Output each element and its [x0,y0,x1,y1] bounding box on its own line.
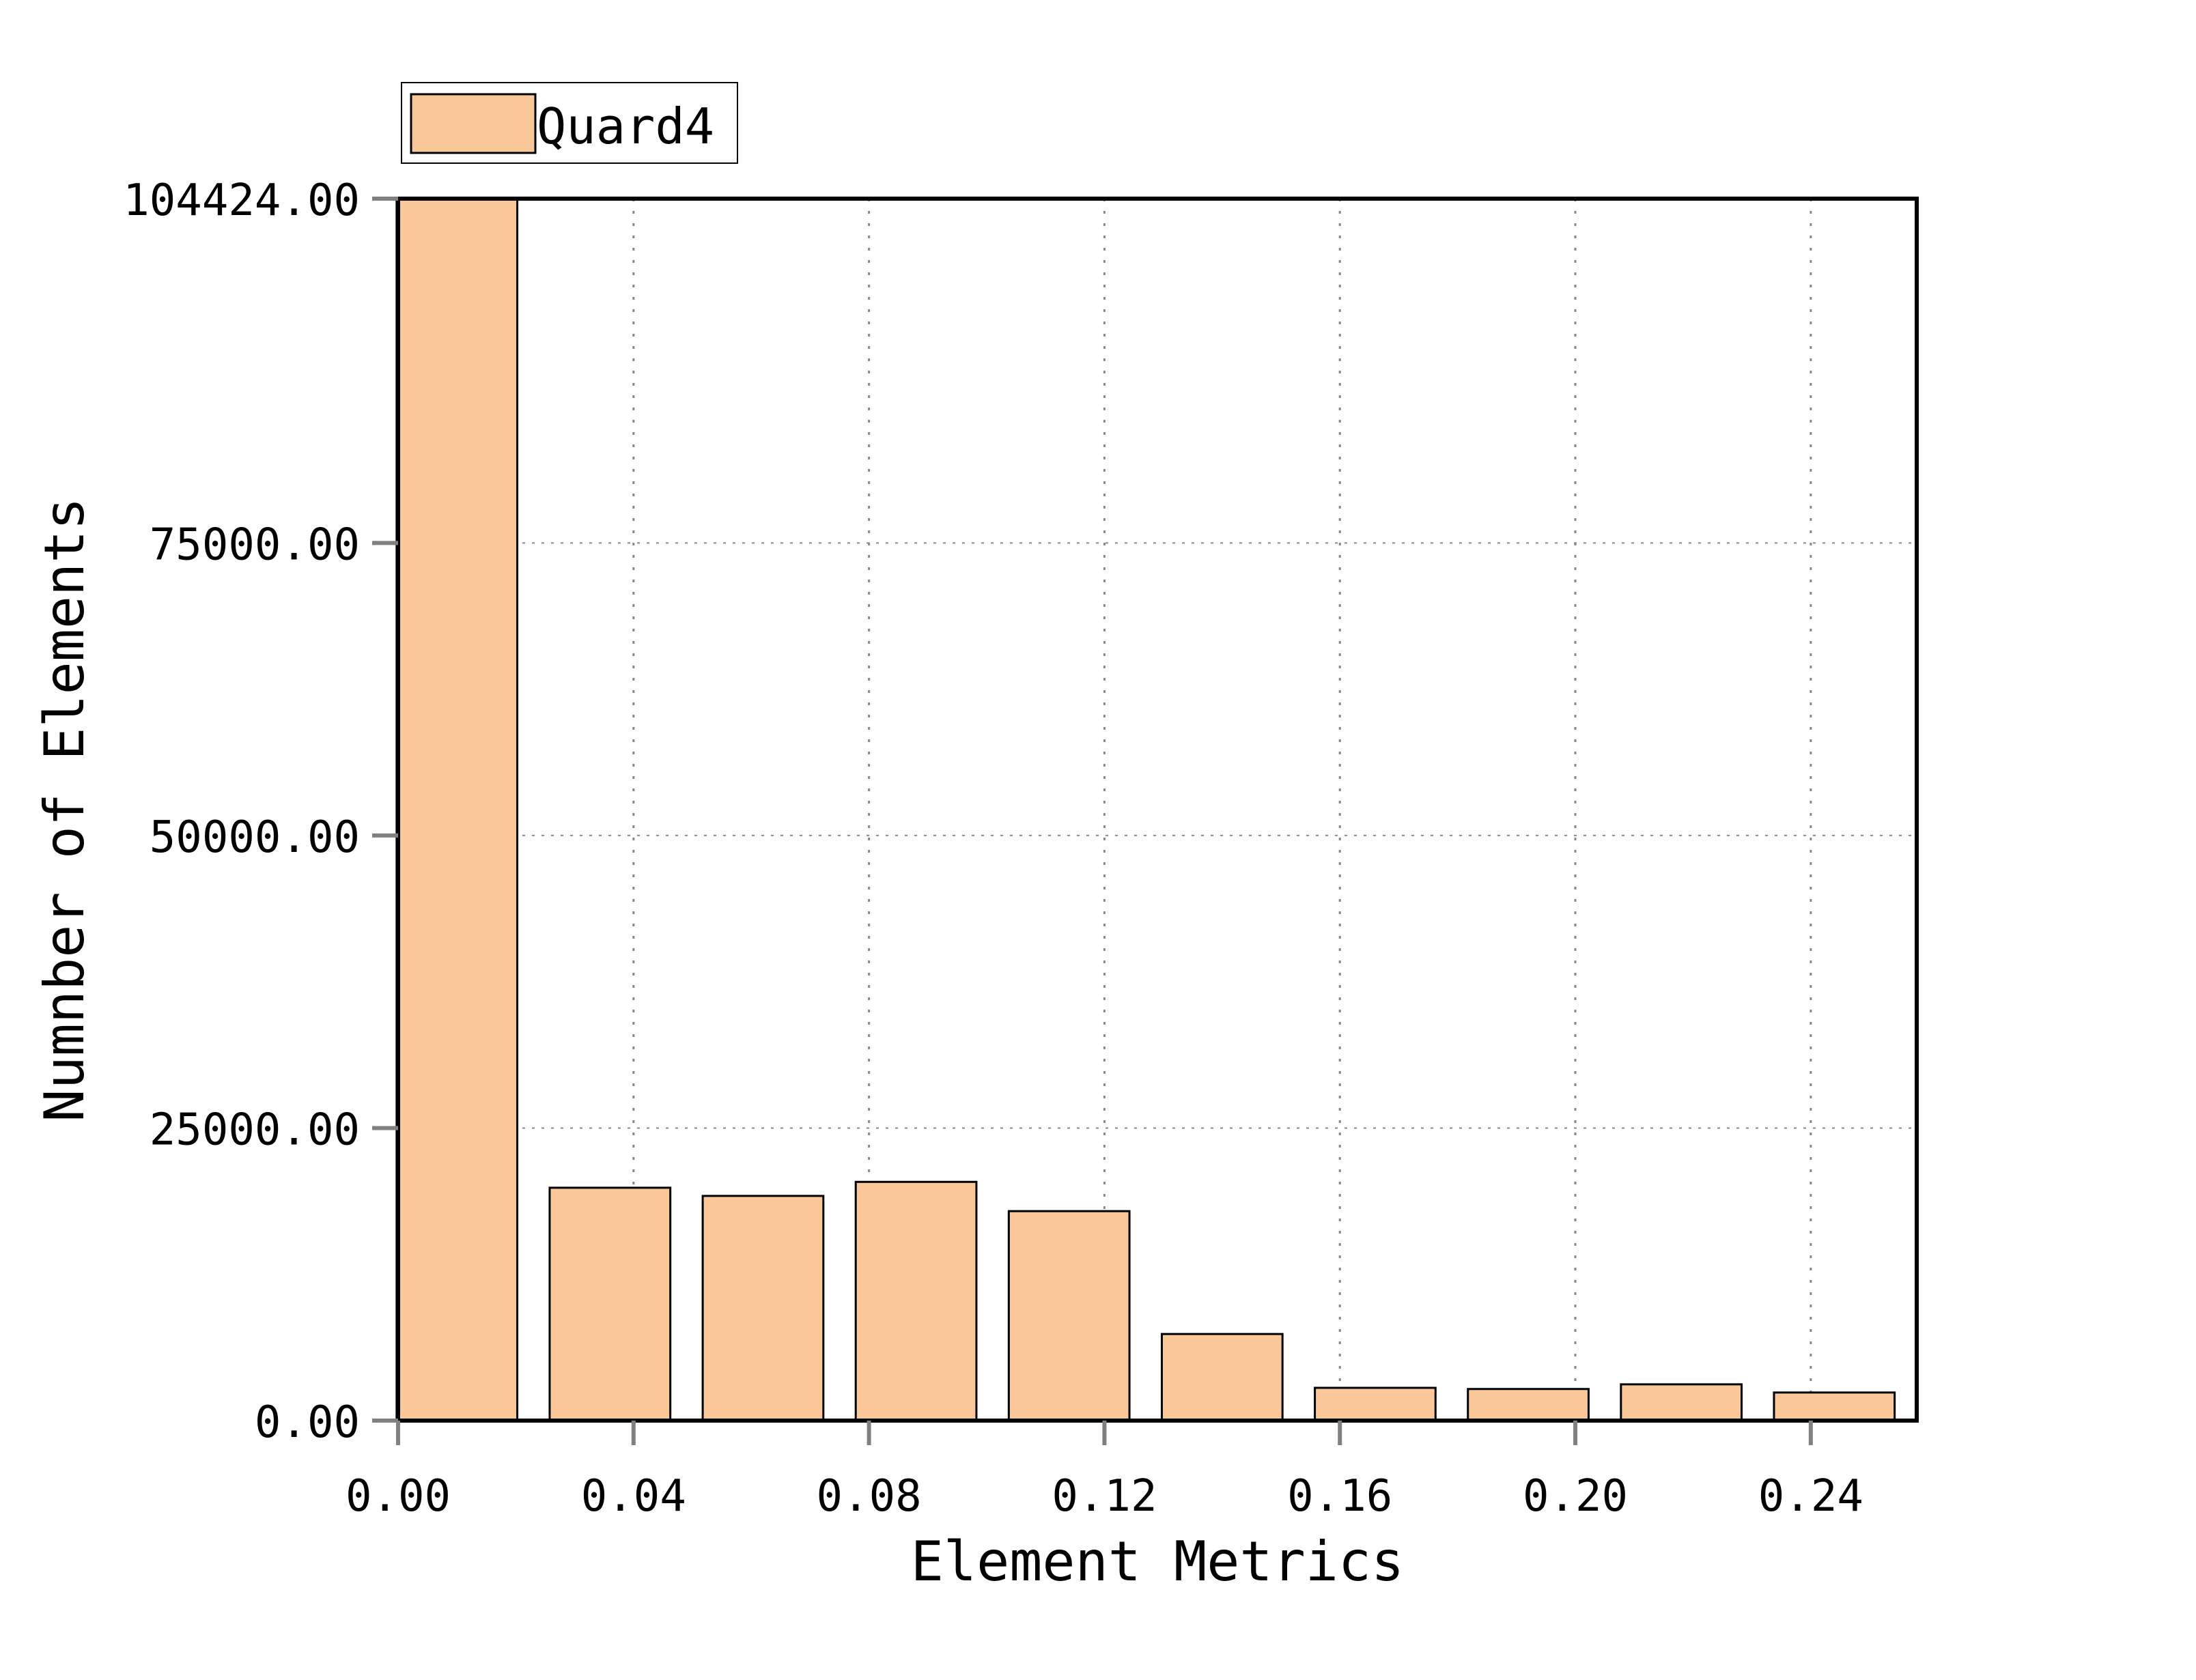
x-axis-ticks: 0.00 0.04 0.08 0.12 0.16 0.20 0.24 [346,1421,1863,1522]
plot-frame [396,197,1919,1423]
x-tick-label: 0.16 [1287,1471,1392,1522]
x-tick-label: 0.04 [581,1471,686,1522]
bar [395,197,519,1422]
bar [1620,1383,1743,1422]
bar [1007,1210,1131,1422]
y-tick-label: 104424.00 [123,175,360,226]
x-axis-title: Element Metrics [911,1530,1404,1593]
bar [854,1180,978,1422]
y-tick-label: 75000.00 [150,519,360,570]
x-tick-label: 0.08 [817,1471,922,1522]
bar [1160,1333,1284,1422]
x-tick-label: 0.20 [1523,1471,1628,1522]
x-tick-label: 0.24 [1758,1471,1863,1522]
y-tick-label: 50000.00 [150,812,360,863]
y-axis-title: Numnber of Elements [33,497,96,1122]
bar [1773,1391,1896,1422]
bar [548,1186,672,1422]
bar [701,1195,825,1422]
bar [1467,1388,1590,1422]
bar [1314,1386,1437,1422]
y-axis-ticks: 0.00 25000.00 50000.00 75000.00 104424.00 [123,175,398,1448]
legend-swatch [410,93,537,154]
legend: Quard4 [401,82,738,164]
y-tick-label: 0.00 [255,1397,360,1448]
bars [395,197,1896,1422]
x-tick-label: 0.12 [1052,1471,1157,1522]
x-tick-label: 0.00 [346,1471,451,1522]
y-tick-label: 25000.00 [150,1105,360,1155]
legend-label: Quard4 [537,98,714,155]
